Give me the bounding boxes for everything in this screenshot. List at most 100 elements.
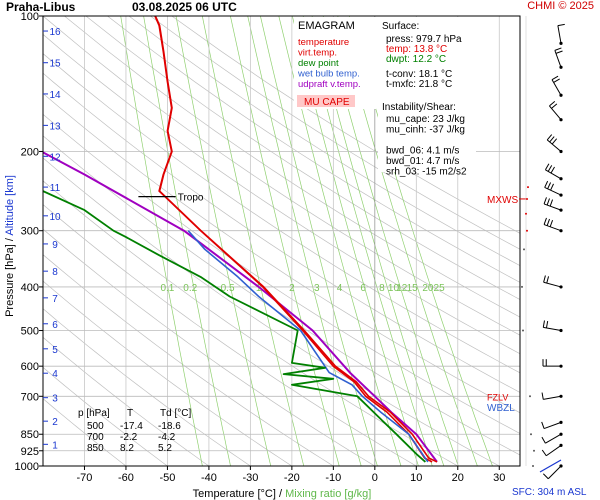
legend-bg — [294, 17, 376, 109]
legend-item: udpraft v.temp. — [298, 79, 361, 90]
tropopause-label: Tropo — [178, 193, 204, 204]
mixing-ratio-label: 25 — [434, 283, 446, 294]
table-cell: -18.6 — [158, 421, 181, 432]
datetime-title: 03.08.2025 06 UTC — [132, 0, 237, 14]
dry-adiabat — [43, 398, 127, 466]
wind-speed-column — [521, 16, 535, 467]
wind-barb-feather — [545, 320, 549, 329]
dry-adiabat — [43, 16, 520, 336]
wind-barb-shaft — [543, 224, 562, 232]
wind-barb-feather — [551, 103, 558, 109]
dry-adiabat — [43, 53, 520, 374]
wind-barb-feather — [541, 392, 544, 400]
wind-barb-feather — [549, 101, 556, 107]
instability-line: mu_cape: 23 J/kg — [386, 114, 465, 125]
temperature-tick-label: -20 — [284, 472, 300, 484]
altitude-tick-label: 12 — [49, 152, 61, 163]
x-axis-label-separator: / — [279, 488, 285, 500]
wind-barb-dot — [559, 193, 563, 197]
surface-temp: temp: 13.8 °C — [386, 44, 447, 55]
wind-barb-dot — [559, 208, 563, 212]
temperature-tick-label: -30 — [242, 472, 258, 484]
legend-item: virt.temp. — [298, 48, 337, 59]
altitude-tick-label: 2 — [52, 417, 58, 428]
mixing-ratio-line — [143, 16, 231, 466]
surface-title: Surface: — [382, 21, 419, 32]
wind-barb-shaft — [546, 139, 562, 152]
pressure-tick-label: 500 — [21, 326, 39, 338]
dry-adiabat — [171, 16, 520, 234]
dry-adiabat — [43, 33, 520, 355]
wind-barb-shaft — [547, 465, 562, 480]
wind-barb-dot — [559, 464, 563, 468]
temperature-tick-label: -50 — [159, 472, 175, 484]
wind-barb-feather — [541, 449, 547, 457]
instability-title: Instability/Shear: — [382, 102, 456, 113]
mixing-ratio-label: 0.1 — [160, 283, 174, 294]
wind-barb-feather — [543, 275, 546, 283]
table-cell: -2.2 — [120, 432, 138, 443]
wind-speed-point — [533, 449, 535, 452]
mixing-ratio-label: 3 — [314, 283, 320, 294]
dry-adiabat — [43, 254, 334, 466]
wbzl-label: WBZL — [487, 403, 515, 414]
wind-barb-shaft — [543, 326, 562, 332]
wind-barb-dot — [559, 285, 563, 289]
mixing-ratio-label: 20 — [422, 283, 434, 294]
y-axis-label-pressure: Pressure [hPa] / — [4, 236, 16, 317]
profiles — [43, 16, 438, 463]
wind-barb-feather — [542, 473, 549, 480]
mixing-ratio-label: 15 — [407, 283, 419, 294]
temperature-tick-label: -70 — [77, 472, 93, 484]
dry-adiabat — [43, 113, 520, 434]
temperature-tick-label: -40 — [201, 472, 217, 484]
table-cell: 850 — [87, 443, 104, 454]
background-lines — [43, 16, 520, 466]
wind-barb-feather — [550, 183, 554, 191]
temperature-tick-label: 30 — [493, 472, 505, 484]
altitude-tick-label: 8 — [52, 267, 58, 278]
wind-barb-feather — [546, 276, 550, 284]
wind-profile — [539, 23, 565, 480]
wind-speed-point — [526, 229, 528, 232]
wind-barb-shaft — [551, 79, 562, 96]
mixing-ratio-label: 10 — [388, 283, 400, 294]
instability-line: srh_03: -15 m2/s2 — [386, 167, 467, 178]
wind-barb-shaft — [557, 25, 562, 44]
pressure-tick-label: 300 — [21, 226, 39, 238]
wind-speed-point — [522, 329, 524, 332]
wind-barb-feather — [553, 78, 560, 83]
wind-barb-dot — [559, 65, 563, 69]
altitude-tick-label: 16 — [49, 27, 61, 38]
info-bg — [378, 17, 476, 172]
wind-barb-feather — [541, 421, 545, 429]
altitude-tick-label: 14 — [49, 90, 61, 101]
table-cell: 5.2 — [158, 443, 172, 454]
x-axis-label-temperature: Temperature [°C] — [193, 488, 279, 500]
temperature-tick-label: -60 — [118, 472, 134, 484]
legend-title: EMAGRAM — [298, 20, 355, 32]
temperature-tick-label: 0 — [372, 472, 378, 484]
wind-barb-dot — [559, 328, 563, 333]
table-header: p [hPa] — [78, 408, 110, 419]
altitude-tick-label: 4 — [52, 369, 58, 380]
wind-barb-feather — [550, 166, 555, 174]
table-header: T — [127, 408, 133, 419]
legend-item: wet bulb temp. — [297, 69, 360, 80]
dry-adiabat — [150, 16, 520, 250]
plot-frame — [42, 15, 521, 467]
wind-barb-feather — [549, 220, 554, 227]
altitude-tick-label: 5 — [52, 345, 58, 356]
wind-barb-shaft — [543, 203, 562, 211]
station-title: Praha-Libus — [6, 0, 76, 14]
wind-barb-feather — [542, 320, 545, 328]
wind-barb-feather — [544, 180, 549, 188]
table-cell: -4.2 — [158, 432, 176, 443]
wind-barb-feather — [557, 23, 565, 27]
wind-barb-dot — [559, 149, 563, 154]
wind-barb-dot — [559, 420, 563, 424]
x-axis-label-mixing: Mixing ratio [g/kg] — [285, 488, 371, 500]
mixing-ratio-label: 2 — [289, 283, 295, 294]
y-axis-label: Pressure [hPa] / Altitude [km] — [4, 175, 16, 317]
wind-speed-point — [529, 395, 531, 398]
